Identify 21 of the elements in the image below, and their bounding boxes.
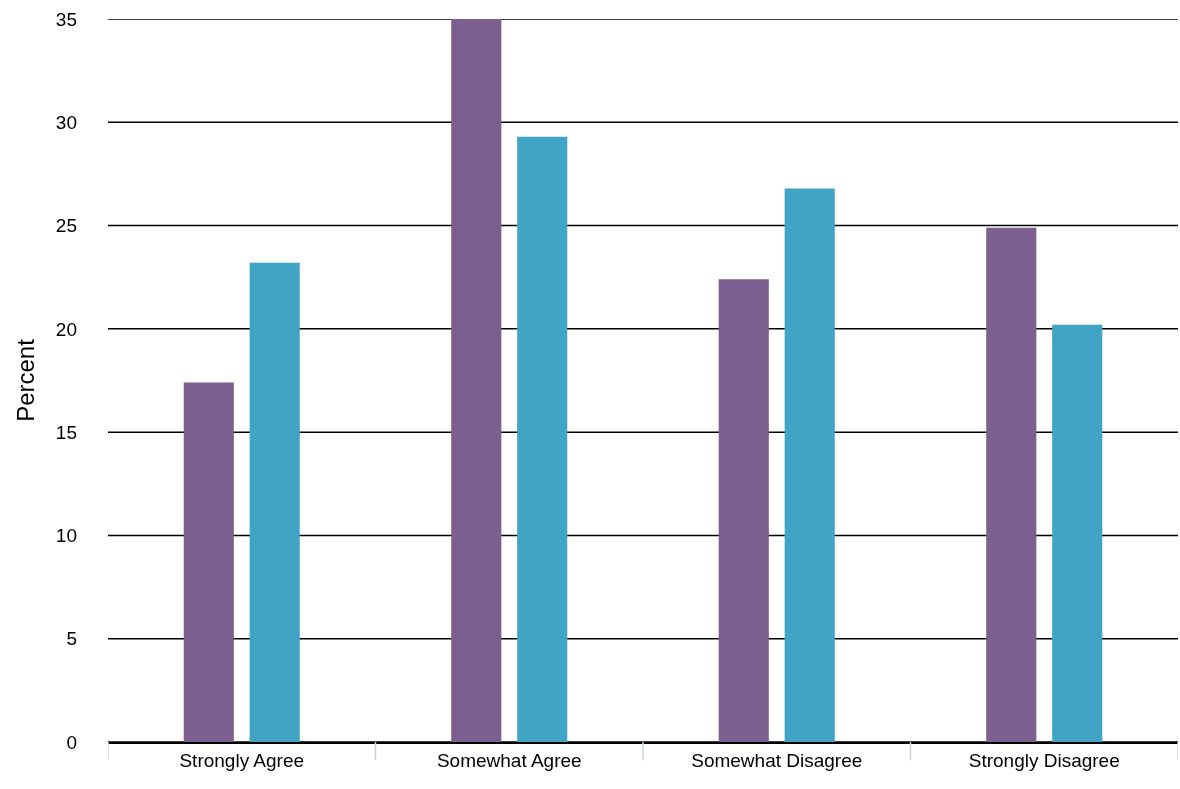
bar <box>183 382 234 742</box>
x-tick-label: Strongly Agree <box>179 749 305 771</box>
bar <box>451 19 502 742</box>
bar <box>718 279 769 742</box>
y-axis-title: Percent <box>11 338 39 422</box>
y-tick-label: 10 <box>55 525 77 547</box>
y-tick-label: 0 <box>66 731 77 753</box>
y-tick-label: 30 <box>55 111 77 133</box>
bar <box>249 262 300 742</box>
y-tick-label: 25 <box>55 215 77 237</box>
x-tick-label: Somewhat Agree <box>436 749 582 771</box>
y-tick-label: 35 <box>55 8 77 30</box>
bar <box>1052 324 1103 742</box>
y-tick-label: 15 <box>55 421 77 443</box>
bar <box>517 136 568 742</box>
bar <box>986 227 1037 742</box>
y-tick-label: 5 <box>66 628 77 650</box>
x-tick-label: Somewhat Disagree <box>691 749 863 771</box>
y-tick-label: 20 <box>55 318 77 340</box>
x-tick-label: Strongly Disagree <box>968 749 1120 771</box>
bar <box>784 188 835 742</box>
